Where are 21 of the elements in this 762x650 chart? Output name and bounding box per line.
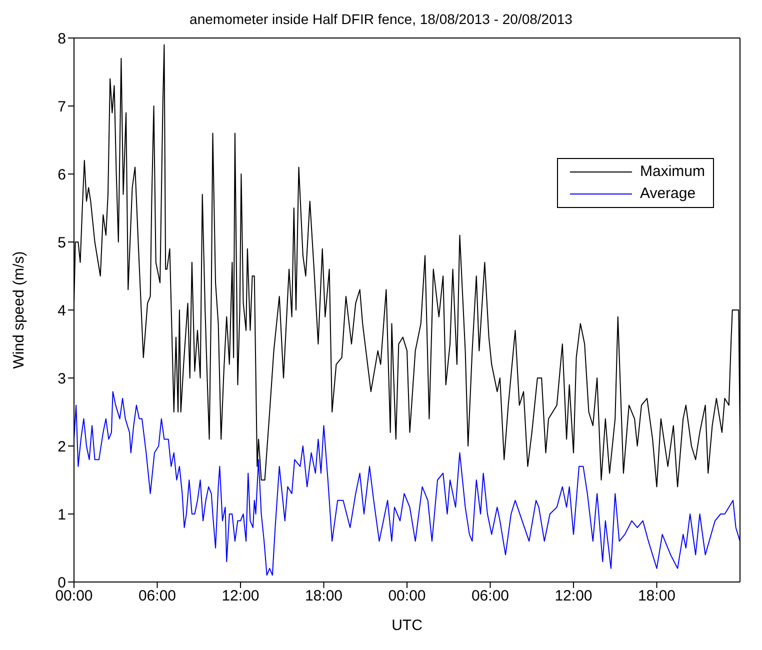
x-tick-label: 00:00 <box>388 588 426 605</box>
y-tick-label: 8 <box>58 30 66 48</box>
x-axis-title: UTC <box>392 617 423 634</box>
x-tick-label: 06:00 <box>138 588 176 605</box>
legend-label: Maximum <box>640 162 705 182</box>
line-series <box>74 391 740 576</box>
legend-label: Average <box>640 184 696 204</box>
chart-title: anemometer inside Half DFIR fence, 18/08/2013 - 20/08/2013 <box>188 10 574 29</box>
y-tick-label: 2 <box>58 438 66 456</box>
y-tick-label: 3 <box>58 370 66 388</box>
y-tick-label: 7 <box>58 98 66 116</box>
y-axis-title: Wind speed (m/s) <box>10 251 28 369</box>
y-tick-label: 4 <box>58 302 66 320</box>
x-tick-label: 06:00 <box>471 588 510 605</box>
x-tick-label: 18:00 <box>638 588 676 605</box>
x-tick-label: 12:00 <box>222 588 260 605</box>
x-tick-label: 12:00 <box>554 588 592 605</box>
y-tick-label: 6 <box>58 166 66 184</box>
y-tick-label: 1 <box>58 506 66 524</box>
x-tick-label: 18:00 <box>304 588 343 605</box>
y-tick-label: 5 <box>58 234 66 252</box>
